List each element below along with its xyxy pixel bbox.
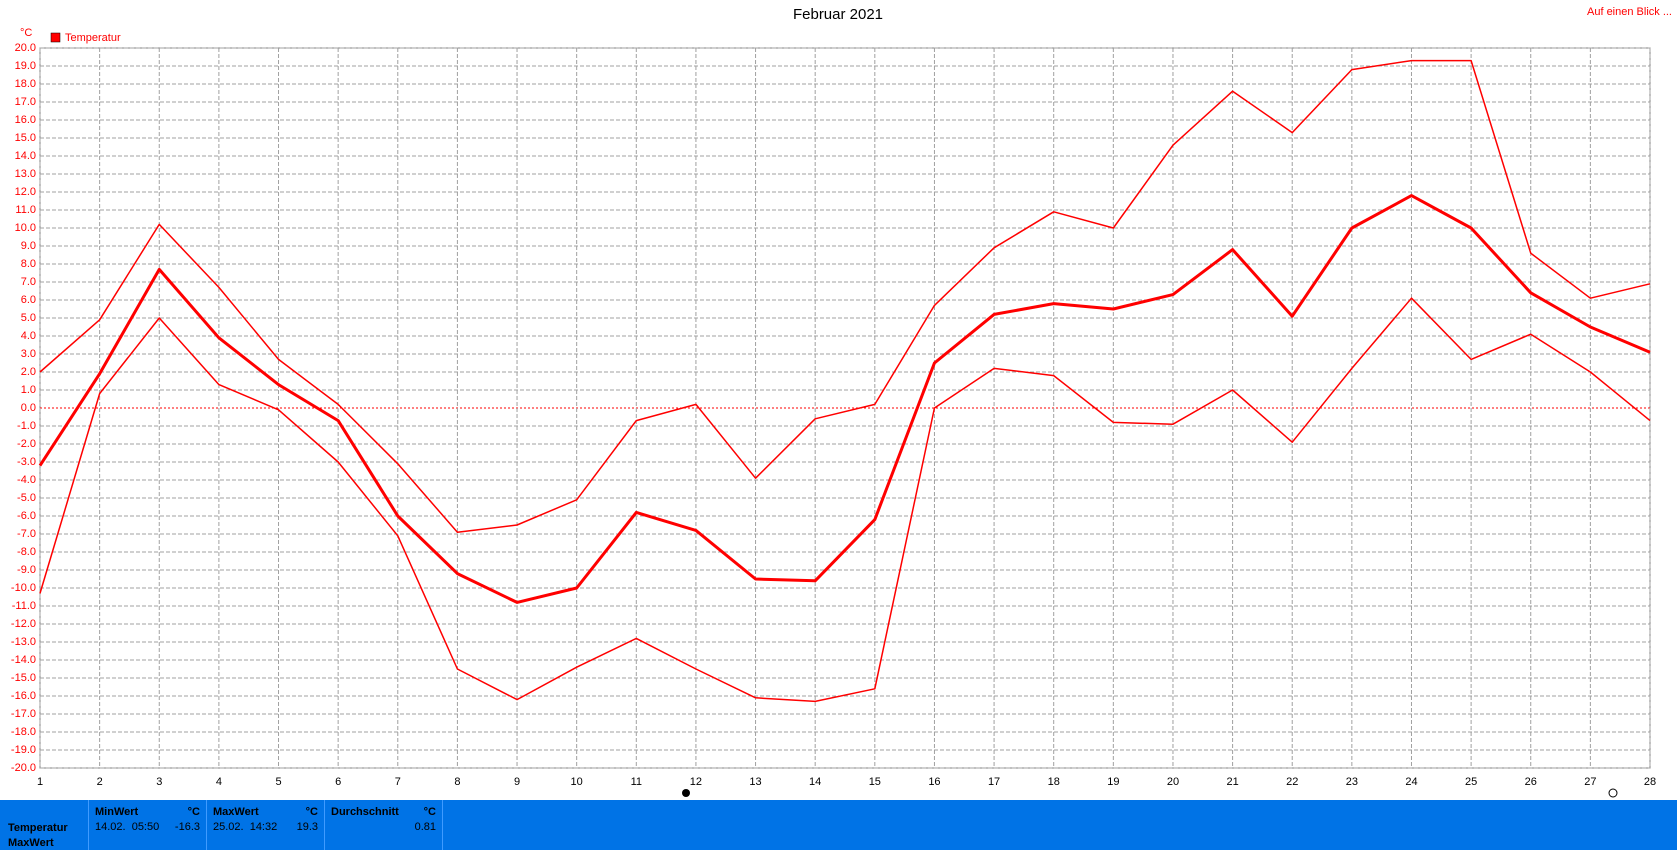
x-tick-label: 9 [514, 776, 520, 788]
y-tick-label: -9.0 [17, 564, 36, 576]
summary-cell: MinWert °C 14.02. 05:50 -16.3 [88, 800, 207, 850]
column-value: 0.81 [414, 821, 436, 833]
moon-icon [682, 789, 690, 797]
x-tick-label: 25 [1465, 776, 1477, 788]
y-tick-label: -18.0 [11, 726, 36, 738]
y-tick-label: 19.0 [15, 60, 36, 72]
y-tick-label: 15.0 [15, 132, 36, 144]
x-tick-label: 16 [928, 776, 940, 788]
y-tick-label: 16.0 [15, 114, 36, 126]
y-tick-label: 18.0 [15, 78, 36, 90]
column-header: Durchschnitt [331, 806, 399, 818]
x-tick-label: 27 [1584, 776, 1596, 788]
y-tick-label: -13.0 [11, 636, 36, 648]
chart-title: Februar 2021 [793, 6, 883, 23]
y-tick-label: 13.0 [15, 168, 36, 180]
x-tick-label: 15 [869, 776, 881, 788]
x-tick-label: 12 [690, 776, 702, 788]
x-tick-label: 18 [1048, 776, 1060, 788]
y-tick-label: 7.0 [21, 276, 36, 288]
row-labels: Temperatur MaxWert [0, 800, 88, 850]
summary-bar: Temperatur MaxWert MinWert °C 14.02. 05:50 -1… [0, 800, 1677, 850]
y-tick-label: -3.0 [17, 456, 36, 468]
x-tick-label: 5 [275, 776, 281, 788]
x-tick-label: 10 [571, 776, 583, 788]
y-tick-label: -16.0 [11, 690, 36, 702]
x-tick-label: 28 [1644, 776, 1656, 788]
y-tick-label: 17.0 [15, 96, 36, 108]
temperature-line [38, 194, 1651, 604]
row-label: MaxWert [8, 837, 54, 849]
x-tick-label: 2 [97, 776, 103, 788]
x-tick-label: 22 [1286, 776, 1298, 788]
chart: Februar 2021 Auf einen Blick ... °C Temp… [11, 6, 1672, 798]
y-tick-label: -12.0 [11, 618, 36, 630]
y-tick-label: 20.0 [15, 42, 36, 54]
y-tick-label: 12.0 [15, 186, 36, 198]
x-tick-label: 24 [1405, 776, 1417, 788]
y-tick-label: 2.0 [21, 366, 36, 378]
legend-label: Temperatur [65, 32, 121, 44]
y-tick-label: -6.0 [17, 510, 36, 522]
column-time: 25.02. 14:32 [213, 821, 278, 833]
y-unit: °C [20, 27, 32, 39]
y-tick-label: -14.0 [11, 654, 36, 666]
x-tick-label: 13 [749, 776, 761, 788]
y-tick-label: 1.0 [21, 384, 36, 396]
x-tick-label: 26 [1525, 776, 1537, 788]
y-tick-label: -19.0 [11, 744, 36, 756]
legend-swatch [50, 32, 61, 43]
x-tick-label: 6 [335, 776, 341, 788]
row-label: Temperatur [8, 822, 68, 834]
temperature-line [39, 297, 1651, 703]
y-tick-label: -15.0 [11, 672, 36, 684]
y-tick-label: 9.0 [21, 240, 36, 252]
x-tick-label: 8 [454, 776, 460, 788]
x-tick-label: 19 [1107, 776, 1119, 788]
x-tick-label: 14 [809, 776, 821, 788]
x-tick-label: 20 [1167, 776, 1179, 788]
x-tick-label: 23 [1346, 776, 1358, 788]
y-tick-label: 3.0 [21, 348, 36, 360]
x-tick-label: 1 [37, 776, 43, 788]
y-tick-label: 4.0 [21, 330, 36, 342]
summary-cell: Durchschnitt °C 0.81 [324, 800, 443, 850]
column-value: -16.3 [174, 821, 200, 833]
y-tick-label: -2.0 [17, 438, 36, 450]
y-tick-label: 5.0 [21, 312, 36, 324]
y-tick-label: -7.0 [17, 528, 36, 540]
y-tick-label: -1.0 [17, 420, 36, 432]
column-time: 14.02. 05:50 [95, 821, 160, 833]
x-tick-label: 3 [156, 776, 162, 788]
y-tick-label: 6.0 [21, 294, 36, 306]
y-tick-label: 10.0 [15, 222, 36, 234]
moon-icon [1608, 788, 1618, 798]
column-value: 19.3 [296, 821, 318, 833]
column-header: MaxWert [213, 806, 259, 818]
y-tick-label: 0.0 [21, 402, 36, 414]
column-header: MinWert [95, 806, 139, 818]
x-tick-label: 17 [988, 776, 1000, 788]
y-tick-label: -10.0 [11, 582, 36, 594]
y-tick-label: -11.0 [12, 600, 36, 612]
x-tick-label: 7 [395, 776, 401, 788]
y-tick-label: -4.0 [17, 474, 36, 486]
temperature-line [39, 59, 1651, 533]
column-unit: °C [187, 806, 200, 818]
x-tick-label: 21 [1226, 776, 1238, 788]
link[interactable]: Auf einen Blick ... [1587, 6, 1672, 18]
summary-cell: MaxWert °C 25.02. 14:32 19.3 [206, 800, 325, 850]
y-tick-label: -8.0 [17, 546, 36, 558]
y-tick-label: -5.0 [17, 492, 36, 504]
x-tick-label: 4 [216, 776, 222, 788]
y-tick-label: -20.0 [11, 762, 36, 774]
x-tick-label: 11 [631, 776, 642, 788]
y-tick-label: 11.0 [15, 204, 36, 216]
column-unit: °C [423, 806, 436, 818]
y-tick-label: 8.0 [21, 258, 36, 270]
y-tick-label: -17.0 [11, 708, 36, 720]
y-tick-label: 14.0 [15, 150, 36, 162]
column-unit: °C [305, 806, 318, 818]
